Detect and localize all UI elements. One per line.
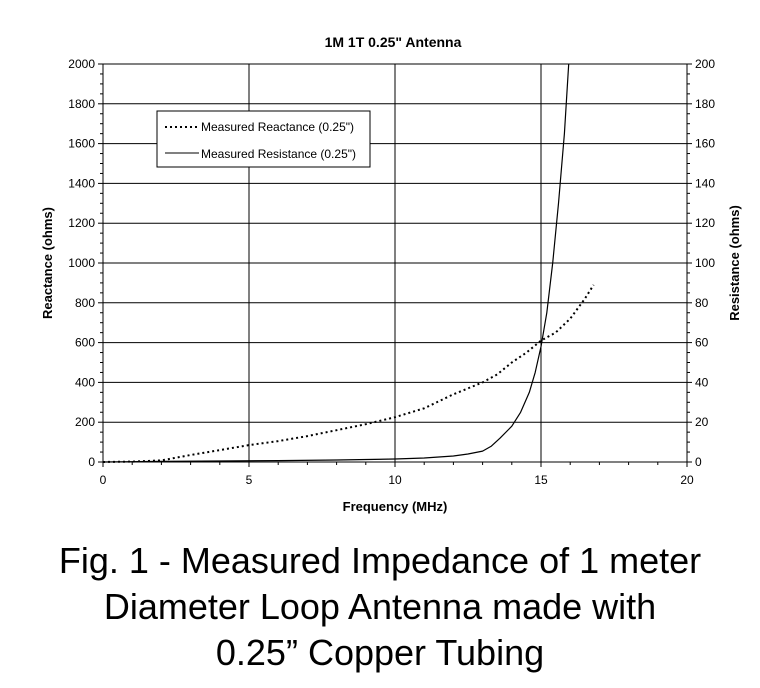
- series-line-resistance: [102, 63, 570, 463]
- y2-tick-label: 80: [695, 296, 709, 310]
- y-axis-label: Reactance (ohms): [40, 207, 55, 319]
- y-tick-label: 400: [75, 375, 95, 389]
- y2-tick-label: 120: [695, 216, 715, 230]
- y-tick-label: 1400: [68, 176, 95, 190]
- chart-title: 1M 1T 0.25" Antenna: [325, 34, 462, 50]
- legend: Measured Reactance (0.25") Measured Resi…: [156, 110, 371, 168]
- x-tick-label: 0: [100, 473, 107, 487]
- caption-line-1: Fig. 1 - Measured Impedance of 1 meter: [58, 540, 702, 581]
- x-tick-label: 5: [246, 473, 253, 487]
- series-layer: [102, 63, 595, 463]
- y2-tick-label: 160: [695, 137, 715, 151]
- grid: [103, 64, 687, 462]
- legend-box: [156, 110, 371, 168]
- y-tick-label: 1800: [68, 97, 95, 111]
- y2-tick-label: 60: [695, 336, 709, 350]
- x-axis-label: Frequency (MHz): [343, 499, 448, 514]
- plot-frame: [102, 63, 688, 463]
- chart: 1M 1T 0.25" Antenna 02004006008001000120…: [40, 34, 742, 514]
- y-tick-label: 1600: [68, 137, 95, 151]
- y2-tick-label: 200: [695, 57, 715, 71]
- legend-label-reactance: Measured Reactance (0.25"): [201, 120, 354, 134]
- y2-axis-label: Resistance (ohms): [727, 205, 742, 321]
- y-tick-label: 600: [75, 336, 95, 350]
- y-tick-label: 2000: [68, 57, 95, 71]
- y2-tick-label: 100: [695, 256, 715, 270]
- caption-line-3: 0.25” Copper Tubing: [215, 632, 545, 673]
- series-line-reactance: [102, 284, 595, 463]
- y2-tick-label: 0: [695, 455, 702, 469]
- y2-tick-label: 180: [695, 97, 715, 111]
- y2-tick-label: 20: [695, 415, 709, 429]
- y-tick-label: 1200: [68, 216, 95, 230]
- y2-tick-label: 40: [695, 375, 709, 389]
- figure-caption: Fig. 1 - Measured Impedance of 1 meter D…: [0, 538, 760, 676]
- y-tick-label: 1000: [68, 256, 95, 270]
- x-tick-label: 10: [388, 473, 402, 487]
- y2-tick-label: 140: [695, 176, 715, 190]
- y-tick-label: 800: [75, 296, 95, 310]
- legend-label-resistance: Measured Resistance (0.25"): [201, 147, 356, 161]
- caption-line-2: Diameter Loop Antenna made with: [103, 586, 657, 627]
- y-tick-label: 0: [88, 455, 95, 469]
- y-tick-label: 200: [75, 415, 95, 429]
- x-tick-label: 15: [534, 473, 548, 487]
- x-tick-label: 20: [680, 473, 694, 487]
